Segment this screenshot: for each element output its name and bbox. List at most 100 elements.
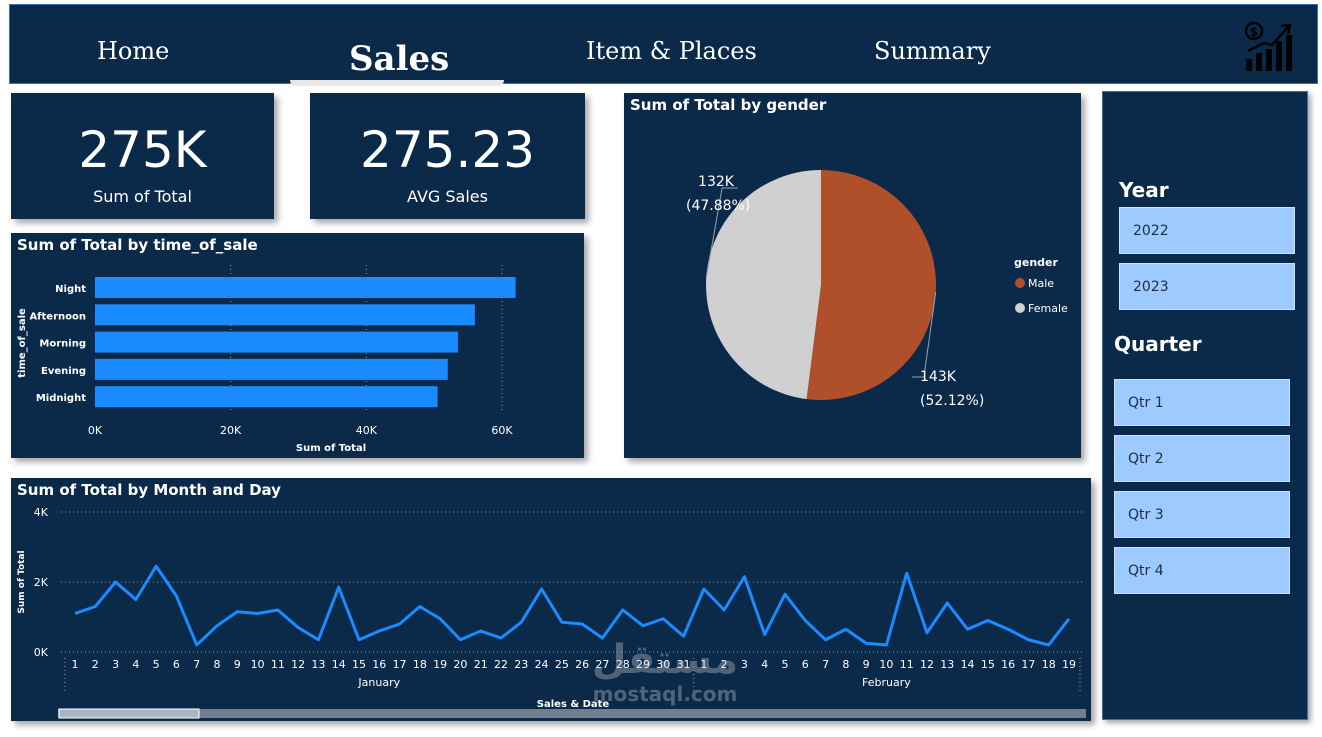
tab-home[interactable]: Home (97, 37, 170, 65)
y-tick-label: 0K (34, 646, 49, 659)
x-tick-label: 8 (214, 658, 221, 671)
month-label: February (862, 676, 911, 689)
filter-panel: Year 2022 2023 Quarter Qtr 1 Qtr 2 Qtr 3… (1102, 91, 1308, 720)
x-tick-label: 5 (782, 658, 789, 671)
x-tick-label: 10 (251, 658, 265, 671)
x-tick-label: 7 (822, 658, 829, 671)
tab-item-places[interactable]: Item & Places (586, 37, 757, 65)
bar (95, 304, 475, 326)
svg-text:$: $ (1250, 25, 1258, 39)
category-label: Midnight (36, 393, 86, 404)
x-tick-label: 15 (981, 658, 995, 671)
kpi-value: 275K (78, 121, 207, 179)
horizontal-scrollbar[interactable] (58, 709, 1086, 718)
kpi-card-total: 275K Sum of Total (11, 93, 274, 219)
money-growth-chart-icon: $ (1244, 21, 1292, 71)
x-axis-title: Sales & Date (537, 699, 610, 710)
x-tick-label: 11 (271, 658, 285, 671)
x-tick-label: 1 (72, 658, 79, 671)
quarter-option-1[interactable]: Qtr 1 (1114, 379, 1290, 426)
y-tick-label: 2K (34, 576, 49, 589)
x-tick-label: 12 (920, 658, 934, 671)
x-tick-label: 2 (92, 658, 99, 671)
quarter-option-4[interactable]: Qtr 4 (1114, 547, 1290, 594)
x-tick-label: 14 (961, 658, 975, 671)
x-tick-label: 40K (356, 424, 378, 437)
month-label: January (357, 676, 400, 689)
chart-title: Sum of Total by time_of_sale (17, 236, 258, 254)
x-tick-label: 15 (352, 658, 366, 671)
x-tick-label: 19 (1062, 658, 1076, 671)
top-navigation-bar: Home Sales Item & Places Summary $ (9, 4, 1318, 86)
x-tick-label: 13 (940, 658, 954, 671)
quarter-slicer-title: Quarter (1114, 332, 1202, 356)
x-tick-label: 24 (535, 658, 549, 671)
x-tick-label: 12 (291, 658, 305, 671)
slice-value-label: 132K (698, 174, 735, 190)
leader-line (705, 187, 738, 278)
chart-title: Sum of Total by Month and Day (17, 481, 281, 499)
x-tick-label: 17 (1021, 658, 1035, 671)
x-tick-label: 2 (721, 658, 728, 671)
quarter-option-3[interactable]: Qtr 3 (1114, 491, 1290, 538)
x-tick-label: 3 (741, 658, 748, 671)
legend-marker (1015, 278, 1025, 288)
x-tick-label: 30 (656, 658, 670, 671)
x-tick-label: 20K (220, 424, 242, 437)
kpi-label: Sum of Total (93, 187, 192, 206)
quarter-option-2[interactable]: Qtr 2 (1114, 435, 1290, 482)
x-tick-label: 31 (677, 658, 691, 671)
pie-chart-panel[interactable]: Sum of Total by gender 143K (52.12%) 132K (… (624, 93, 1081, 458)
bar (95, 386, 438, 408)
x-tick-label: 14 (332, 658, 346, 671)
x-tick-label: 7 (193, 658, 200, 671)
x-tick-label: 26 (575, 658, 589, 671)
y-tick-label: 4K (34, 506, 49, 519)
x-tick-label: 27 (595, 658, 609, 671)
scrollbar-thumb[interactable] (58, 708, 200, 719)
x-tick-label: 9 (863, 658, 870, 671)
x-tick-label: 16 (372, 658, 386, 671)
bar (95, 277, 516, 298)
tab-sales[interactable]: Sales (349, 39, 450, 79)
bar-chart-panel[interactable]: Sum of Total by time_of_sale 0K 20K 40K 60K… (11, 233, 584, 458)
line-chart-panel[interactable]: Sum of Total by Month and Day 4K 2K 0K 1 2 3 4… (11, 478, 1091, 721)
legend-label: Male (1028, 277, 1054, 290)
legend-marker (1015, 303, 1025, 313)
y-axis-title: time_of_sale (17, 308, 28, 378)
category-label: Evening (41, 366, 86, 377)
year-slicer-title: Year (1119, 178, 1169, 202)
tab-summary[interactable]: Summary (874, 37, 991, 65)
x-tick-label: 23 (514, 658, 528, 671)
x-tick-label: 18 (1042, 658, 1056, 671)
x-tick-label: 11 (900, 658, 914, 671)
x-tick-label: 22 (494, 658, 508, 671)
chart-title: Sum of Total by gender (630, 96, 827, 114)
pie-slice (806, 170, 936, 400)
slice-pct-label: (47.88%) (686, 198, 750, 214)
x-tick-label: 16 (1001, 658, 1015, 671)
x-tick-label: 8 (842, 658, 849, 671)
x-tick-label: 1 (700, 658, 707, 671)
year-option-2023[interactable]: 2023 (1119, 263, 1295, 310)
x-tick-label: 18 (413, 658, 427, 671)
legend-title: gender (1014, 256, 1059, 269)
category-label: Night (55, 284, 86, 295)
category-label: Morning (39, 339, 86, 350)
x-tick-label: 60K (491, 424, 513, 437)
x-tick-label: 9 (234, 658, 241, 671)
kpi-value: 275.23 (360, 121, 535, 179)
x-tick-label: 10 (879, 658, 893, 671)
bar (95, 331, 458, 353)
series-line (74, 564, 1071, 647)
x-tick-label: 17 (393, 658, 407, 671)
kpi-card-avg: 275.23 AVG Sales (310, 93, 585, 219)
x-tick-label: 20 (453, 658, 467, 671)
x-tick-label: 29 (636, 658, 650, 671)
leader-line (912, 292, 937, 378)
year-option-2022[interactable]: 2022 (1119, 207, 1295, 254)
active-tab-indicator (290, 80, 504, 86)
x-tick-label: 6 (173, 658, 180, 671)
x-tick-label: 25 (555, 658, 569, 671)
legend-label: Female (1028, 302, 1068, 315)
